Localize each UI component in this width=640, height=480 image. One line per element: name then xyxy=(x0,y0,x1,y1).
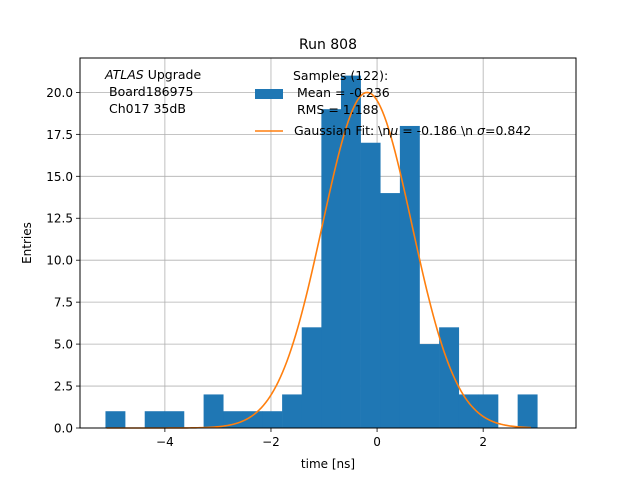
atlas-annotation: ATLAS Upgrade Board186975 Ch017 35dB xyxy=(104,67,201,116)
board-label: Board186975 xyxy=(109,84,193,99)
histogram-bar xyxy=(242,411,263,428)
legend-samples-swatch xyxy=(255,89,283,99)
y-tick-label: 2.5 xyxy=(54,380,73,394)
histogram-bar xyxy=(380,193,401,428)
histogram-bar xyxy=(105,411,126,428)
histogram-bars xyxy=(105,75,538,429)
histogram-bar xyxy=(458,394,479,428)
histogram-bar xyxy=(144,411,165,428)
histogram-bar xyxy=(262,411,283,428)
y-tick-label: 5.0 xyxy=(54,338,73,352)
histogram-bar xyxy=(223,411,244,428)
y-axis-ticks: 0.0 2.5 5.0 7.5 10.0 12.5 15.0 17.5 20.0 xyxy=(46,86,80,436)
histogram-bar xyxy=(419,344,440,428)
y-tick-label: 20.0 xyxy=(46,86,73,100)
histogram-bar xyxy=(517,394,538,428)
legend-samples-line2: Mean = -0.236 xyxy=(293,85,390,100)
y-axis-label: Entries xyxy=(20,222,34,264)
y-tick-label: 17.5 xyxy=(46,128,73,142)
legend-fit-label: Gaussian Fit: \nμ = -0.186 \n σ=0.842 xyxy=(294,123,531,138)
histogram-bar xyxy=(321,109,342,428)
plot-frame xyxy=(79,57,577,429)
x-axis-ticks: −4 −2 0 2 xyxy=(156,428,487,449)
channel-label: Ch017 35dB xyxy=(109,101,186,116)
histogram-bar xyxy=(360,142,381,428)
x-axis-label: time [ns] xyxy=(301,457,355,471)
legend-samples-line3: RMS = 1.188 xyxy=(293,102,379,117)
histogram-bar xyxy=(282,394,303,428)
y-tick-label: 0.0 xyxy=(54,422,73,436)
atlas-label: ATLAS Upgrade xyxy=(104,67,201,82)
legend: Samples (122): Mean = -0.236 RMS = 1.188… xyxy=(255,68,531,138)
histogram-bar xyxy=(301,327,322,428)
histogram-bar xyxy=(478,394,499,428)
histogram-bar xyxy=(203,394,224,428)
chart-title: Run 808 xyxy=(299,37,357,53)
histogram-bar xyxy=(439,327,460,428)
y-tick-label: 12.5 xyxy=(46,212,73,226)
x-tick-label: −4 xyxy=(156,435,174,449)
histogram-bar xyxy=(340,75,361,428)
histogram-bar xyxy=(399,125,420,429)
legend-samples-line1: Samples (122): xyxy=(293,68,388,83)
x-tick-label: 2 xyxy=(479,435,487,449)
y-tick-label: 15.0 xyxy=(46,170,73,184)
x-tick-label: 0 xyxy=(373,435,381,449)
y-tick-label: 7.5 xyxy=(54,296,73,310)
x-tick-label: −2 xyxy=(262,435,280,449)
y-tick-label: 10.0 xyxy=(46,254,73,268)
histogram-bar xyxy=(164,411,185,428)
